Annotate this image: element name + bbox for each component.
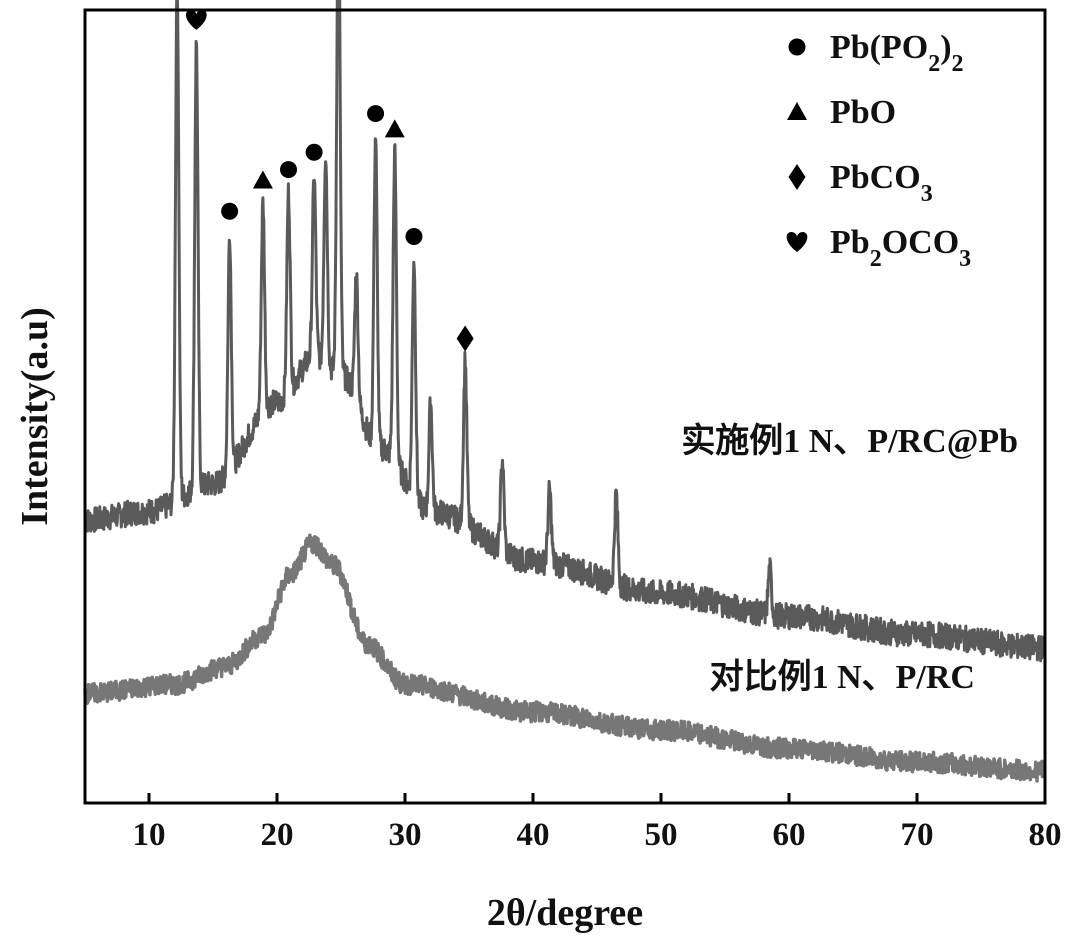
legend: Pb(PO2)2 PbO PbCO3 Pb2OCO3	[786, 29, 971, 272]
legend-marker-heart	[786, 232, 808, 252]
series-label-control: 对比例1 N、P/RC	[710, 658, 975, 696]
series-label-sample: 实施例1 N、P/RC@Pb	[681, 422, 1018, 460]
plot-frame	[83, 8, 1047, 805]
peak-marker-triangle-8	[384, 119, 405, 138]
x-tick-label-10: 10	[133, 817, 166, 853]
peak-marker-circle-5	[305, 143, 323, 161]
legend-marker-circle	[788, 38, 806, 56]
x-tick-label-60: 60	[773, 817, 806, 853]
peak-marker-circle-2	[221, 202, 239, 220]
x-axis-label: 2θ/degree	[487, 892, 643, 934]
x-tick-label-80: 80	[1029, 817, 1062, 853]
peak-marker-diamond-10	[456, 325, 474, 352]
peak-markers	[185, 9, 474, 352]
legend-label-diamond: PbCO3	[830, 159, 933, 207]
x-tick-label-50: 50	[645, 817, 678, 853]
peak-marker-circle-9	[405, 227, 423, 245]
series-line-1	[83, 533, 1047, 783]
peak-marker-circle-7	[367, 105, 385, 123]
legend-label-heart: Pb2OCO3	[830, 224, 971, 272]
legend-label-circle: Pb(PO2)2	[830, 29, 964, 77]
x-tick-label-30: 30	[389, 817, 422, 853]
x-axis-ticks: 10 20 30 40 50 60 70 80	[133, 793, 1062, 853]
peak-marker-heart-1	[185, 9, 207, 30]
legend-marker-triangle	[787, 102, 807, 120]
series-layer	[83, 0, 1047, 783]
x-tick-label-40: 40	[517, 817, 550, 853]
peak-marker-triangle-3	[252, 170, 273, 189]
x-tick-label-70: 70	[901, 817, 934, 853]
x-tick-label-20: 20	[261, 817, 294, 853]
legend-label-triangle: PbO	[830, 94, 896, 131]
series-line-0	[83, 0, 1046, 663]
y-axis-label: Intensity(a.u)	[14, 307, 56, 526]
legend-marker-diamond	[788, 164, 806, 190]
peak-marker-circle-4	[280, 161, 298, 179]
